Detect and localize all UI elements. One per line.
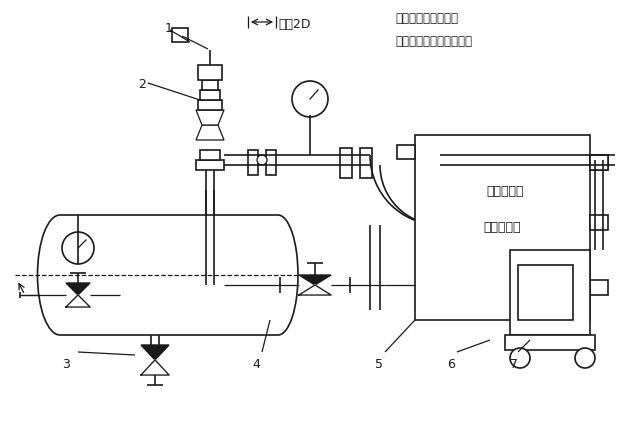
Bar (590, 280, 608, 295)
Bar (415, 135, 590, 320)
Bar (200, 150, 220, 160)
Polygon shape (141, 345, 169, 360)
Polygon shape (196, 125, 224, 140)
Text: 蒸气冷凝器: 蒸气冷凝器 (486, 185, 524, 198)
Text: 6: 6 (447, 358, 455, 371)
Bar (518, 265, 573, 320)
Text: 或向下倾斜，并可以伸缩: 或向下倾斜，并可以伸缩 (395, 35, 472, 48)
Bar (397, 145, 415, 159)
Circle shape (510, 348, 530, 368)
Bar (510, 250, 590, 335)
Text: 出口管应为水平布置: 出口管应为水平布置 (395, 12, 458, 25)
Text: 蒸汽冷凝器: 蒸汽冷凝器 (483, 221, 521, 234)
Polygon shape (66, 283, 90, 295)
Circle shape (575, 348, 595, 368)
Bar (248, 150, 258, 175)
Bar (196, 160, 224, 170)
Text: 7: 7 (510, 358, 518, 371)
Bar (202, 80, 218, 90)
Bar (590, 215, 608, 230)
Bar (340, 148, 352, 178)
Text: 1: 1 (165, 22, 173, 35)
Polygon shape (299, 275, 331, 285)
Polygon shape (196, 110, 224, 125)
Bar (172, 28, 188, 42)
Circle shape (257, 155, 267, 165)
Polygon shape (141, 360, 169, 375)
Polygon shape (66, 295, 90, 307)
Bar (198, 100, 222, 110)
Polygon shape (299, 285, 331, 295)
Bar (198, 65, 222, 80)
Text: 4: 4 (252, 358, 260, 371)
Circle shape (62, 232, 94, 264)
Text: 5: 5 (375, 358, 383, 371)
Circle shape (292, 81, 328, 117)
Bar (505, 335, 595, 350)
Text: 2: 2 (138, 78, 146, 91)
Text: 大乲2D: 大乲2D (278, 18, 310, 31)
Bar (360, 148, 372, 178)
Bar (200, 90, 220, 100)
Bar (590, 155, 608, 170)
Text: 3: 3 (62, 358, 70, 371)
Bar (590, 155, 608, 170)
Bar (266, 150, 276, 175)
